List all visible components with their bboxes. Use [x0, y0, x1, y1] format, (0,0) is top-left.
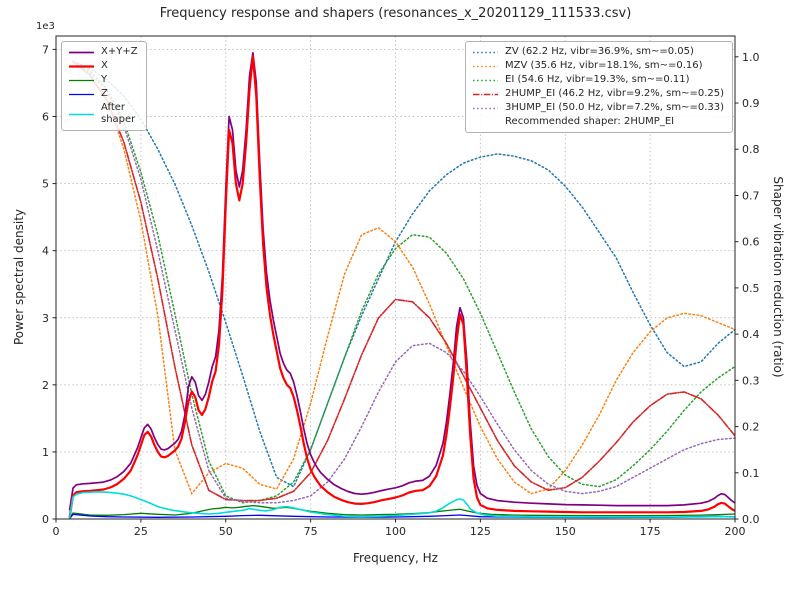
legend-label: 3HUMP_EI (50.0 Hz, vibr=7.2%, sm~=0.33): [505, 102, 724, 113]
legend-label: Z: [101, 88, 108, 99]
x-tick-label: 0: [53, 525, 60, 538]
y-axis-offset-label: 1e3: [36, 21, 55, 32]
xyz-line-sample: [69, 51, 94, 53]
y-right-tick-label: 0.7: [742, 189, 760, 202]
x-tick-label: 175: [640, 525, 661, 538]
after-shaper-line-sample: [69, 113, 94, 115]
curve-mzv: [72, 60, 736, 496]
y-left-tick-label: 6: [42, 111, 49, 124]
legend-label: Recommended shaper: 2HUMP_EI: [505, 116, 675, 127]
legend-label: X: [101, 60, 108, 71]
3hump-ei-line-sample: [473, 107, 499, 109]
psd-curves: [68, 51, 736, 520]
legend-label: X+Y+Z: [101, 46, 138, 57]
shaper-curves: [72, 60, 736, 504]
legend-shapers: ZV (62.2 Hz, vibr=36.9%, sm~=0.05) MZV (3…: [465, 41, 733, 133]
y-right-tick-label: 0.3: [742, 374, 760, 387]
legend-item-z: Z: [68, 88, 138, 100]
curve-zv: [72, 60, 736, 488]
y-right-tick-label: 0.2: [742, 421, 760, 434]
y-line-sample: [69, 79, 94, 81]
zv-line-sample: [473, 51, 499, 53]
legend-item-3hump-ei: 3HUMP_EI (50.0 Hz, vibr=7.2%, sm~=0.33): [472, 102, 724, 114]
y-left-tick-label: 1: [42, 446, 49, 459]
y-left-tick-label: 7: [42, 43, 49, 56]
x-tick-label: 50: [219, 525, 233, 538]
legend-item-after-shaper: After shaper: [68, 102, 138, 126]
legend-item-x: X: [68, 60, 138, 72]
legend-label: ZV (62.2 Hz, vibr=36.9%, sm~=0.05): [505, 46, 694, 57]
x-line-sample: [69, 64, 94, 68]
legend-item-ei: EI (54.6 Hz, vibr=19.3%, sm~=0.11): [472, 74, 724, 86]
curve-x: [68, 55, 736, 518]
y-right-tick-label: 0.0: [742, 513, 760, 526]
y-right-tick-label: 0.6: [742, 236, 760, 249]
curve-ei: [72, 60, 736, 504]
y-right-tick-label: 0.5: [742, 282, 760, 295]
recommended-shaper-line-sample: [472, 117, 499, 128]
x-axis-label: Frequency, Hz: [353, 551, 438, 565]
x-tick-label: 75: [304, 525, 318, 538]
axis-ticks: 0 25 50 75 100 125 150 175 200 0 1 2 3 4 5 6 7 0.0 0.1 0.2 0…: [42, 43, 760, 538]
legend-item-xyz: X+Y+Z: [68, 46, 138, 58]
legend-item-y: Y: [68, 74, 138, 86]
legend-label: After shaper: [101, 102, 136, 125]
x-tick-label: 200: [725, 525, 746, 538]
legend-item-mzv: MZV (35.6 Hz, vibr=18.1%, sm~=0.16): [472, 60, 724, 72]
y-left-tick-label: 2: [42, 379, 49, 392]
y-right-tick-label: 0.4: [742, 328, 760, 341]
y-left-tick-label: 3: [42, 312, 49, 325]
legend-label: 2HUMP_EI (46.2 Hz, vibr=9.2%, sm~=0.25): [505, 88, 724, 99]
ei-line-sample: [473, 79, 499, 81]
curve-after-shaper: [68, 491, 736, 519]
y-right-tick-label: 0.8: [742, 143, 760, 156]
x-tick-label: 150: [555, 525, 576, 538]
chart-title: Frequency response and shapers (resonanc…: [159, 6, 632, 21]
legend-item-2hump-ei: 2HUMP_EI (46.2 Hz, vibr=9.2%, sm~=0.25): [472, 88, 724, 100]
2hump-ei-line-sample: [473, 93, 499, 95]
y-right-tick-label: 1.0: [742, 51, 760, 64]
x-tick-label: 25: [134, 525, 148, 538]
y-right-tick-label: 0.1: [742, 467, 760, 480]
legend-label: EI (54.6 Hz, vibr=19.3%, sm~=0.11): [505, 74, 690, 85]
legend-psd: X+Y+Z X Y Z After shaper: [61, 41, 147, 131]
legend-label: Y: [101, 74, 108, 85]
y-axis-label-right: Shaper vibration reduction (ratio): [771, 176, 785, 378]
x-tick-label: 100: [385, 525, 406, 538]
y-left-tick-label: 4: [42, 245, 49, 258]
y-left-tick-label: 5: [42, 178, 49, 191]
y-left-tick-label: 0: [42, 513, 49, 526]
legend-label: MZV (35.6 Hz, vibr=18.1%, sm~=0.16): [505, 60, 703, 71]
curve-3hump-ei: [72, 60, 736, 504]
z-line-sample: [69, 93, 94, 95]
y-axis-label-left: Power spectral density: [12, 208, 26, 346]
curve-2hump-ei: [72, 60, 736, 502]
curve-xyz: [68, 51, 736, 511]
legend-item-zv: ZV (62.2 Hz, vibr=36.9%, sm~=0.05): [472, 46, 724, 58]
legend-item-recommended-shaper: Recommended shaper: 2HUMP_EI: [472, 116, 724, 128]
y-right-tick-label: 0.9: [742, 97, 760, 110]
mzv-line-sample: [473, 65, 499, 67]
x-tick-label: 125: [470, 525, 491, 538]
